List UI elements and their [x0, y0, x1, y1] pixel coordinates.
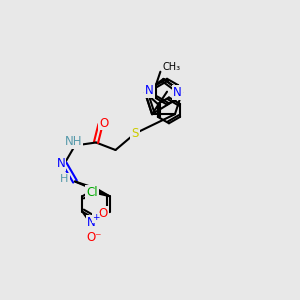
- Text: Cl: Cl: [86, 186, 98, 199]
- Text: N: N: [86, 216, 95, 230]
- Text: H: H: [60, 174, 69, 184]
- Text: +: +: [92, 213, 100, 222]
- Text: S: S: [131, 127, 139, 140]
- Text: O: O: [99, 116, 108, 130]
- Text: N: N: [145, 84, 154, 98]
- Text: O: O: [99, 207, 108, 220]
- Text: N: N: [173, 86, 182, 99]
- Text: N: N: [56, 157, 65, 170]
- Text: O⁻: O⁻: [86, 231, 102, 244]
- Text: CH₃: CH₃: [163, 61, 181, 72]
- Text: NH: NH: [65, 135, 82, 148]
